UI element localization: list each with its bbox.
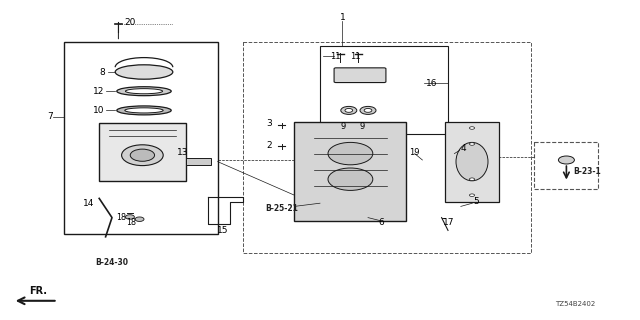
Text: B-25-21: B-25-21 (266, 204, 298, 212)
Ellipse shape (360, 106, 376, 115)
Ellipse shape (558, 156, 575, 164)
Ellipse shape (328, 142, 372, 165)
Ellipse shape (131, 149, 155, 161)
Text: 20: 20 (125, 18, 136, 27)
Ellipse shape (341, 106, 357, 115)
Text: 8: 8 (100, 68, 106, 76)
Ellipse shape (469, 194, 474, 196)
Bar (186, 158, 211, 165)
Ellipse shape (116, 87, 172, 96)
Circle shape (135, 217, 144, 221)
Ellipse shape (125, 89, 163, 94)
Text: 12: 12 (93, 87, 104, 96)
Ellipse shape (115, 65, 173, 79)
Text: 15: 15 (217, 226, 228, 235)
Text: 2: 2 (266, 141, 272, 150)
Ellipse shape (345, 108, 353, 112)
Text: TZ54B2402: TZ54B2402 (555, 301, 595, 307)
Text: 4: 4 (461, 144, 467, 153)
FancyBboxPatch shape (334, 68, 386, 83)
Ellipse shape (469, 143, 474, 145)
Text: 3: 3 (266, 119, 272, 128)
Text: 19: 19 (410, 148, 420, 156)
Text: 7: 7 (47, 112, 52, 121)
Ellipse shape (364, 108, 372, 112)
Text: 9: 9 (360, 122, 365, 131)
Ellipse shape (116, 106, 172, 115)
Bar (534, 142, 598, 189)
Ellipse shape (125, 108, 163, 113)
Ellipse shape (469, 127, 474, 129)
Bar (99, 123, 186, 181)
Bar (64, 42, 218, 234)
Text: 11: 11 (330, 52, 340, 60)
Text: 13: 13 (177, 148, 188, 156)
Text: B-24-30: B-24-30 (95, 258, 129, 267)
Text: B-23-1: B-23-1 (573, 167, 600, 176)
Text: 14: 14 (83, 199, 95, 208)
Text: 6: 6 (378, 218, 383, 227)
Text: 9: 9 (340, 122, 346, 131)
Bar (243, 42, 531, 253)
Text: 11: 11 (350, 52, 360, 60)
Text: 5: 5 (474, 197, 479, 206)
Ellipse shape (469, 178, 474, 180)
Ellipse shape (328, 168, 372, 190)
Text: FR.: FR. (29, 286, 47, 296)
Text: 1: 1 (340, 13, 345, 22)
Circle shape (125, 215, 134, 219)
Text: 10: 10 (93, 106, 104, 115)
Text: 18: 18 (125, 218, 136, 227)
Text: 16: 16 (426, 79, 437, 88)
Ellipse shape (122, 145, 163, 166)
Text: 18: 18 (116, 213, 126, 222)
Bar (294, 122, 406, 221)
Text: 17: 17 (443, 218, 454, 227)
Bar (445, 122, 499, 202)
Bar (320, 46, 448, 134)
Ellipse shape (456, 142, 488, 181)
